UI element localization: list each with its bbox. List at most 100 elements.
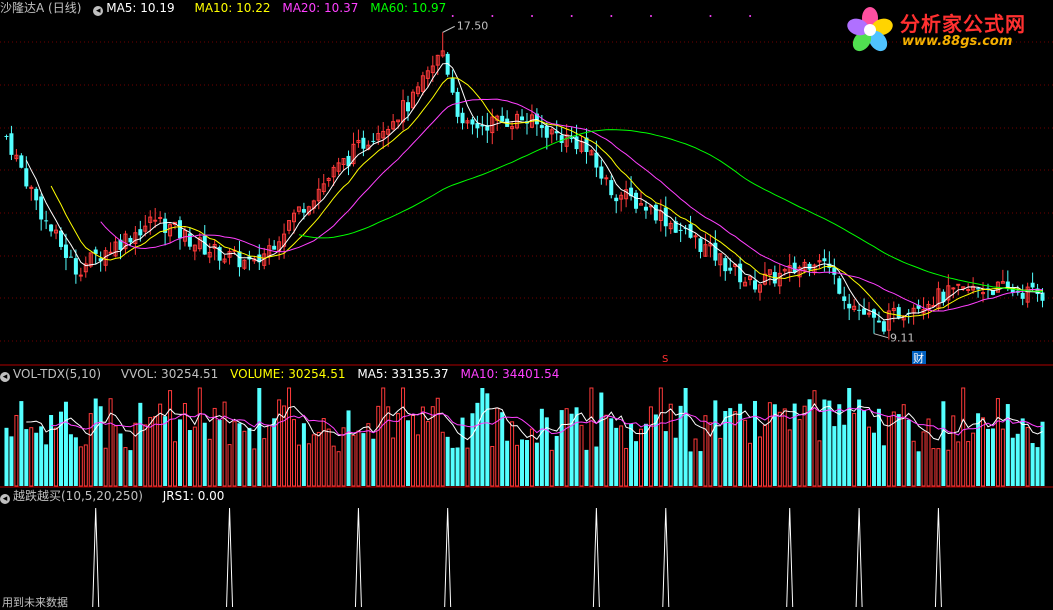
volume-bar — [396, 413, 401, 487]
volume-bar — [871, 432, 876, 486]
volume-bar — [212, 407, 217, 487]
candle-body — [291, 212, 296, 223]
candle-body — [331, 166, 336, 178]
volume-bar — [931, 448, 936, 487]
volume-bar — [103, 447, 108, 487]
indicator-chart[interactable] — [0, 488, 1053, 609]
volume-bar — [138, 402, 143, 486]
volume-panel[interactable]: ◂ VOL-TDX(5,10) VVOL: 30254.51 VOLUME: 30… — [0, 366, 1053, 488]
candle-body — [926, 303, 931, 311]
signal-spike — [354, 507, 362, 608]
finance-marker-bg — [912, 351, 926, 364]
volume-bar — [609, 418, 614, 486]
candle-body — [619, 194, 624, 200]
volume-bar — [757, 436, 762, 487]
candle-body — [539, 125, 544, 128]
candle-body — [584, 137, 589, 153]
volume-bar — [430, 406, 435, 487]
volume-bar — [34, 432, 39, 486]
event-dot — [570, 15, 573, 17]
volume-bar — [54, 427, 59, 487]
volume-bar — [921, 431, 926, 487]
candle-body — [361, 137, 366, 149]
candle-body — [480, 124, 485, 127]
volume-bar — [966, 441, 971, 487]
volume-bar — [118, 433, 123, 486]
volume-bar — [624, 447, 629, 487]
volume-bar — [143, 424, 148, 487]
volume-bar — [827, 400, 832, 486]
high-pointer — [442, 25, 455, 33]
volume-bar — [73, 437, 78, 486]
volume-label: VOLUME: 30254.51 — [230, 367, 346, 381]
candle-body — [435, 54, 440, 66]
candle-body — [594, 152, 599, 168]
ma5-label: ◂ MA5: 10.19 — [93, 1, 182, 16]
volume-bar — [876, 408, 881, 486]
candle-body — [703, 244, 708, 257]
volume-bar — [480, 388, 485, 486]
volume-bar — [683, 388, 688, 486]
candle-body — [44, 220, 49, 222]
event-dot — [531, 15, 534, 17]
volume-bar — [49, 414, 54, 486]
signal-spike — [662, 507, 670, 608]
candle-body — [891, 307, 896, 312]
candle-body — [520, 116, 525, 121]
volume-bar — [410, 414, 415, 487]
volume-bar — [113, 425, 118, 487]
candle-body — [668, 222, 673, 230]
volume-bar — [445, 436, 450, 486]
candle-body — [916, 305, 921, 309]
candle-body — [886, 310, 891, 331]
volume-bar — [19, 401, 24, 486]
volume-bar — [698, 451, 703, 486]
candle-body — [990, 290, 995, 295]
volume-bar — [282, 405, 287, 487]
volume-bar — [619, 425, 624, 487]
ma10-label: MA10: 10.22 — [194, 1, 271, 15]
volume-bar — [629, 423, 634, 486]
candle-body — [118, 239, 123, 250]
candle-body — [867, 312, 872, 315]
volume-bar — [510, 421, 515, 487]
candle-body — [896, 307, 901, 319]
candle-body — [624, 189, 629, 200]
candle-body — [455, 91, 460, 117]
settings-circle-icon[interactable]: ◂ — [93, 6, 104, 16]
volume-bar — [787, 429, 792, 487]
candle-body — [301, 209, 306, 213]
candle-body — [837, 278, 842, 294]
candle-body — [168, 224, 173, 237]
volume-bar — [366, 423, 371, 487]
volume-bar — [579, 424, 584, 487]
volume-ma10-line — [51, 407, 1043, 436]
candle-body — [589, 150, 594, 156]
settings-circle-icon[interactable]: ◂ — [0, 494, 10, 504]
candle-body — [569, 137, 574, 139]
volume-bar — [896, 414, 901, 486]
volume-bar — [951, 415, 956, 487]
candle-body — [282, 233, 287, 247]
volume-bar — [490, 445, 495, 487]
candlestick-chart[interactable]: 17.50 9.11 S 财 — [0, 0, 1053, 366]
volume-bar — [1025, 426, 1030, 487]
candle-body — [757, 284, 762, 293]
candle-body — [19, 155, 24, 168]
candle-body — [753, 280, 758, 290]
candle-body — [138, 229, 143, 236]
settings-circle-icon[interactable]: ◂ — [0, 372, 10, 382]
candle-body — [59, 230, 64, 247]
price-panel[interactable]: 17.50 9.11 S 财 沙隆达A (日线) ◂ MA5: 10.19 MA10: … — [0, 0, 1053, 366]
volume-bar — [39, 426, 44, 486]
candle-body — [743, 281, 748, 287]
candle-body — [574, 136, 579, 150]
candle-body — [1005, 281, 1010, 288]
volume-bar — [59, 411, 64, 486]
indicator-panel[interactable]: ◂ 越跌越买(10,5,20,250) JRS1: 0.00 — [0, 488, 1053, 609]
volume-bar — [797, 419, 802, 487]
volume-bar — [956, 441, 961, 487]
candle-body — [762, 273, 767, 285]
volume-chart[interactable] — [0, 366, 1053, 488]
candle-body — [158, 216, 163, 219]
